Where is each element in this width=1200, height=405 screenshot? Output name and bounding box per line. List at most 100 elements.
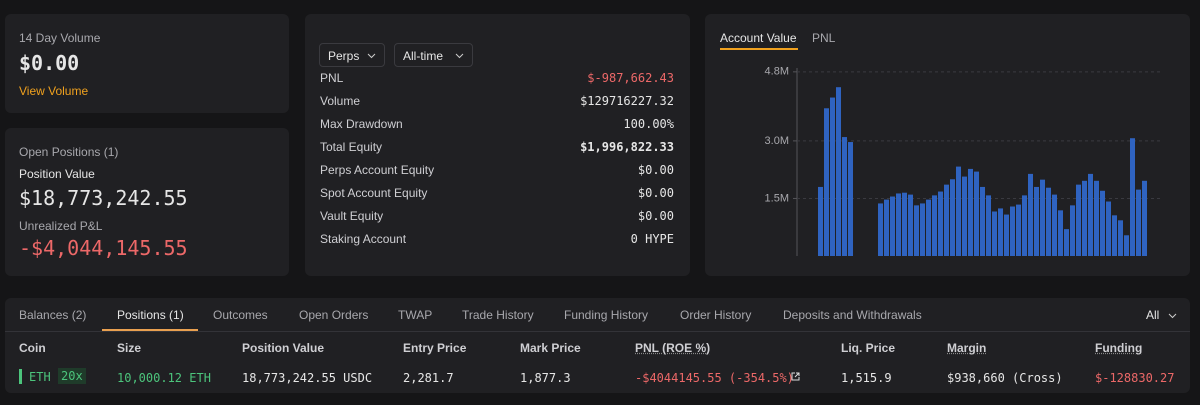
bar bbox=[1130, 138, 1135, 256]
bar bbox=[1088, 173, 1093, 256]
column-header: Liq. Price bbox=[841, 341, 896, 355]
y-tick-label: 4.8M bbox=[765, 66, 789, 78]
bar bbox=[818, 186, 823, 256]
stat-value: $0.00 bbox=[637, 186, 674, 200]
chart: 1.5M 3.0M 4.8M bbox=[765, 66, 1160, 257]
stat-label: Volume bbox=[320, 94, 361, 108]
bar bbox=[884, 199, 889, 256]
tab[interactable]: TWAP bbox=[398, 308, 433, 322]
bar bbox=[962, 176, 967, 256]
bar bbox=[1046, 187, 1051, 256]
tab[interactable]: PNL bbox=[812, 31, 836, 45]
stat-value: $0.00 bbox=[637, 209, 674, 223]
tab[interactable]: Balances (2) bbox=[19, 308, 87, 322]
stat-value: $-987,662.43 bbox=[587, 71, 674, 85]
stats-card: Perps All-time PNL $-987,662.43 Volume $129… bbox=[305, 14, 690, 276]
tab[interactable]: Trade History bbox=[462, 308, 534, 322]
chevron bbox=[455, 53, 464, 59]
dropdown[interactable]: All-time bbox=[394, 43, 473, 67]
value: $0.00 bbox=[19, 51, 80, 75]
column-header: Coin bbox=[19, 341, 46, 355]
bar bbox=[1082, 180, 1087, 256]
y-tick-label: 1.5M bbox=[765, 192, 789, 204]
side-indicator bbox=[19, 369, 22, 384]
bar bbox=[830, 97, 835, 257]
column-header[interactable]: PNL (ROE %) bbox=[635, 341, 711, 355]
bar bbox=[1106, 201, 1111, 256]
stat-label: PNL bbox=[320, 71, 344, 85]
cell: 18,773,242.55 USDC bbox=[242, 371, 373, 385]
bar bbox=[1136, 189, 1141, 256]
column-header[interactable]: Funding bbox=[1095, 341, 1143, 355]
bar bbox=[842, 137, 847, 256]
stat-label: Staking Account bbox=[320, 232, 407, 246]
tab-underline bbox=[720, 48, 798, 50]
leverage: 20x bbox=[58, 368, 86, 384]
link[interactable]: View Volume bbox=[19, 84, 89, 98]
cell: 10,000.12 ETH bbox=[117, 371, 211, 385]
bar bbox=[1052, 194, 1057, 256]
bar bbox=[1094, 180, 1099, 256]
y-tick-label: 3.0M bbox=[765, 135, 789, 147]
bar bbox=[1070, 205, 1075, 256]
tab[interactable]: Order History bbox=[680, 308, 752, 322]
bar bbox=[890, 196, 895, 256]
stat-value: $129716227.32 bbox=[580, 94, 674, 108]
tab[interactable]: Account Value bbox=[720, 31, 797, 45]
bar bbox=[902, 192, 907, 256]
tab-underline bbox=[102, 329, 198, 331]
cell: $938,660 (Cross) bbox=[947, 371, 1063, 385]
bar bbox=[992, 211, 997, 256]
tab[interactable]: Open Orders bbox=[299, 308, 369, 322]
chart-card: Account Value PNL 1.5M 3.0M 4.8M bbox=[705, 14, 1190, 276]
bar bbox=[1022, 195, 1027, 256]
stat-label: Perps Account Equity bbox=[320, 163, 435, 177]
bar bbox=[974, 171, 979, 256]
bar bbox=[1112, 215, 1117, 256]
chevron bbox=[367, 53, 376, 59]
tab[interactable]: Positions (1) bbox=[117, 308, 184, 322]
cell: 2,281.7 bbox=[403, 371, 454, 385]
bar bbox=[938, 191, 943, 256]
label: Unrealized P&L bbox=[19, 219, 103, 233]
bar bbox=[1016, 204, 1021, 256]
bar bbox=[1124, 235, 1129, 256]
dropdown-label: Perps bbox=[328, 49, 360, 63]
bar bbox=[944, 184, 949, 256]
coin[interactable]: ETH bbox=[29, 370, 51, 384]
cell: -$4044145.55 (-354.5%) bbox=[635, 371, 794, 385]
label: 14 Day Volume bbox=[19, 31, 101, 45]
bar bbox=[1004, 214, 1009, 256]
bar bbox=[1142, 180, 1147, 256]
stat-value: 100.00% bbox=[623, 117, 674, 131]
cell: 1,515.9 bbox=[841, 371, 892, 385]
bar bbox=[968, 168, 973, 256]
bar bbox=[986, 195, 991, 256]
tab[interactable]: Deposits and Withdrawals bbox=[783, 308, 922, 322]
filter[interactable]: All bbox=[1146, 308, 1177, 322]
column-header: Mark Price bbox=[520, 341, 581, 355]
tab[interactable]: Funding History bbox=[564, 308, 649, 322]
dropdown[interactable]: Perps bbox=[319, 43, 385, 67]
column-header: Size bbox=[117, 341, 142, 355]
bar bbox=[920, 203, 925, 256]
stat-value: $0.00 bbox=[637, 163, 674, 177]
external-link-icon[interactable] bbox=[791, 372, 800, 381]
bar bbox=[980, 186, 985, 256]
bar bbox=[1100, 190, 1105, 256]
column-header[interactable]: Margin bbox=[947, 341, 987, 355]
stat-label: Max Drawdown bbox=[320, 117, 403, 131]
positions-card: Open Positions (1) Position Value $18,77… bbox=[5, 128, 289, 276]
stat-value: $1,996,822.33 bbox=[580, 140, 674, 154]
stat-label: Spot Account Equity bbox=[320, 186, 428, 200]
stat-label: Total Equity bbox=[320, 140, 383, 154]
bar bbox=[914, 205, 919, 256]
tab[interactable]: Outcomes bbox=[213, 308, 268, 322]
bar bbox=[836, 87, 841, 256]
bar bbox=[908, 194, 913, 256]
positions-table: All ETH 20x Balances (2) Positions (1) Out… bbox=[5, 298, 1190, 393]
stat-label: Vault Equity bbox=[320, 209, 384, 223]
column-header: Entry Price bbox=[403, 341, 467, 355]
chevron bbox=[1168, 313, 1177, 319]
